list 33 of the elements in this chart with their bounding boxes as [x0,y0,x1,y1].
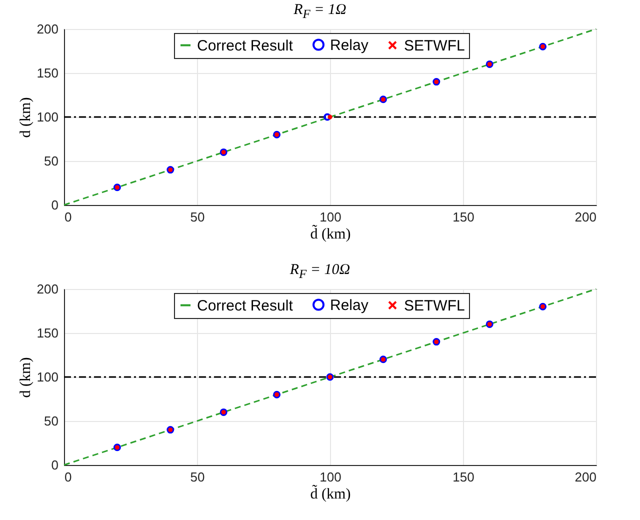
x-tick-label: 150 [452,470,474,484]
y-tick-label: 200 [36,22,58,36]
y-tick-label: 50 [44,414,58,428]
y-tick-label: 100 [36,370,58,384]
y-axis-title: d (km) [18,357,34,398]
x-axis-title: d̃ (km) [310,484,351,502]
y-tick-label: 50 [44,154,58,168]
point [324,113,332,121]
legend-label: Correct Result [197,297,294,314]
legend-label: Correct Result [197,37,294,54]
x-tick-label: 200 [574,210,596,224]
y-tick-label: 0 [51,458,58,472]
chart-title: R$_{F}$ = 10Ω [288,262,352,282]
y-axis-title: d (km) [18,97,34,138]
y-tick-label: 200 [36,282,58,296]
legend-label: SETWFL [404,297,465,314]
x-axis-title: d̃ (km) [310,224,351,242]
y-tick-label: 0 [51,198,58,212]
legend-label: SETWFL [404,37,465,54]
legend-label: Relay [330,296,369,314]
chart-title: R$_{F}$ = 1Ω [292,2,348,22]
x-tick-label: 100 [320,470,342,484]
x-tick-label: 50 [190,470,205,484]
x-tick-label: 0 [64,470,72,484]
x-tick-label: 50 [190,210,205,224]
x-tick-label: 0 [64,210,72,224]
x-tick-label: 200 [574,470,596,484]
x-tick-label: 150 [452,210,474,224]
x-tick-label: 100 [320,210,342,224]
y-tick-label: 100 [36,110,58,124]
y-tick-label: 150 [36,326,58,340]
legend-label: Relay [330,36,369,54]
y-tick-label: 150 [36,66,58,80]
